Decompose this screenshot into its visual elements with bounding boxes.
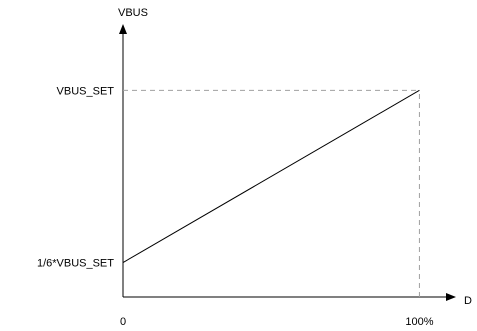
series-layer [122, 89, 420, 263]
x-tick-label: 0 [120, 316, 126, 328]
x-tick-label: 100% [405, 316, 433, 328]
x-axis-title: D [464, 295, 472, 307]
y-axis-title: VBUS [118, 7, 148, 19]
y-tick-label: VBUS_SET [57, 85, 115, 97]
y-tick-label: 1/6*VBUS_SET [37, 258, 114, 270]
tick-labels: 0 100% 1/6*VBUS_SET VBUS_SET [37, 85, 434, 328]
series-line-0 [122, 89, 420, 263]
